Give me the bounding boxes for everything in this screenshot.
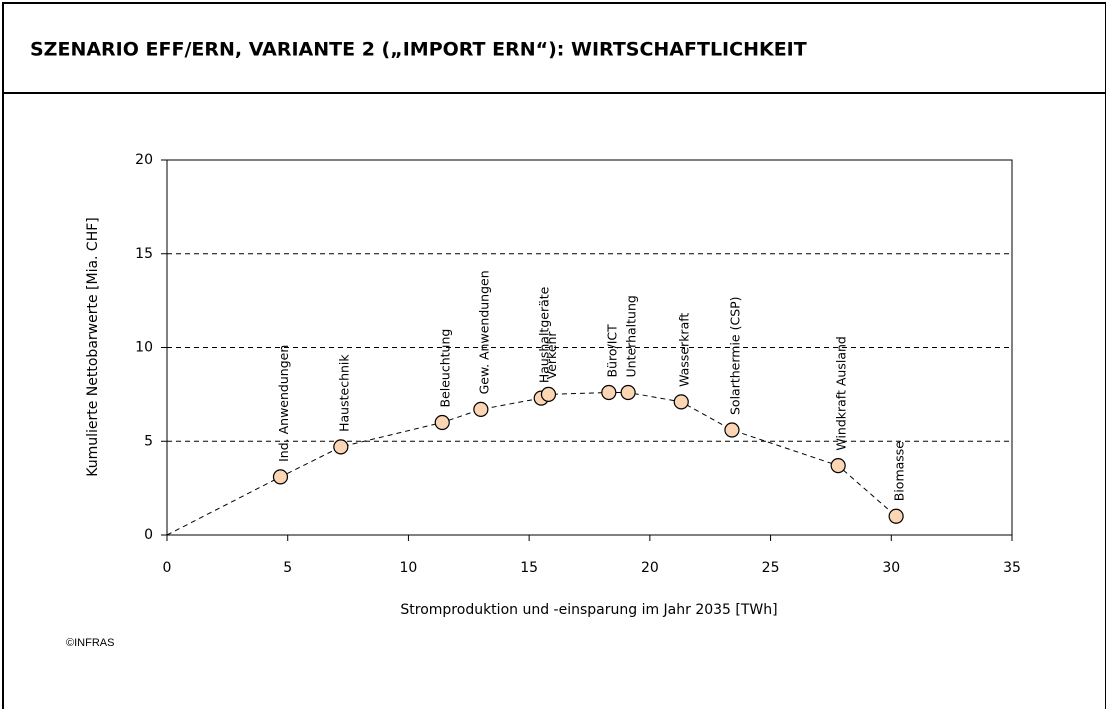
source: ©INFRAS	[66, 637, 114, 649]
point	[830, 458, 846, 474]
point-label: Büro/ICT	[604, 324, 619, 378]
x-tick-label: 15	[520, 560, 538, 576]
point-label: Ind. Anwendungen	[276, 345, 291, 462]
point	[272, 469, 289, 485]
x-tick-label: 20	[641, 560, 659, 576]
y-tick-label: 10	[135, 340, 153, 356]
x-tick-label: 25	[762, 560, 780, 576]
point	[888, 508, 904, 524]
y-tick-label: 15	[135, 246, 153, 262]
point	[620, 384, 636, 401]
point	[434, 414, 450, 431]
point	[724, 422, 740, 438]
chart-title: SZENARIO EFF/ERN, VARIANTE 2 („IMPORT ER…	[30, 39, 807, 61]
y-tick-label: 0	[144, 527, 153, 543]
x-tick-label: 5	[283, 560, 292, 576]
point-label: Verkehr	[544, 331, 559, 380]
point-label: Haustechnik	[336, 354, 351, 432]
x-axis-label: Stromproduktion und -einsparung im Jahr …	[400, 602, 777, 618]
point	[333, 439, 349, 455]
point-label: Haushaltgeräte	[537, 286, 552, 383]
point-label: Biomasse	[892, 441, 907, 502]
point-label: Solarthermie (CSP)	[727, 296, 742, 415]
y-tick-label: 20	[135, 152, 153, 168]
point-label: Gew. Anwendungen	[476, 270, 491, 394]
point-label: Beleuchtung	[438, 329, 453, 408]
x-tick-label: 30	[882, 560, 900, 576]
y-axis-label: Kumulierte Nettobarwerte [Mia. CHF]	[85, 217, 101, 477]
point	[601, 384, 617, 401]
point	[540, 386, 557, 402]
point-label: Unterhaltung	[624, 295, 639, 377]
x-tick-label: 35	[1003, 560, 1021, 576]
plot-area	[166, 159, 1013, 536]
point	[673, 394, 689, 410]
y-tick-label: 5	[144, 433, 153, 449]
x-tick-label: 0	[163, 560, 172, 576]
x-tick-label: 10	[400, 560, 418, 576]
point-label: Wasserkraft	[677, 313, 692, 387]
point-label: Windkraft Ausland	[834, 336, 849, 450]
point	[473, 401, 489, 417]
